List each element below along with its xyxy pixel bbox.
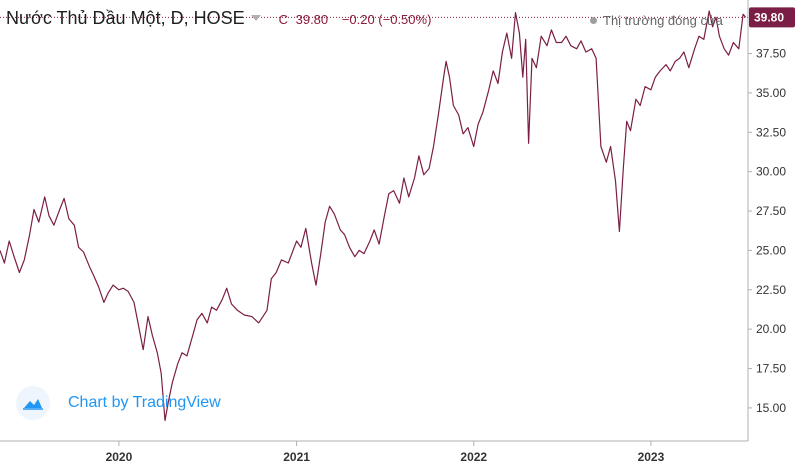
x-tick-label: 2022 bbox=[460, 450, 487, 464]
y-tick-label: 37.50 bbox=[756, 47, 786, 61]
chart-header: Nước Thủ Dầu Một, D, HOSE C 39.80 −0.20 … bbox=[6, 8, 431, 29]
chevron-down-icon[interactable] bbox=[250, 15, 261, 21]
price-series-line bbox=[0, 10, 747, 422]
plot-area bbox=[0, 10, 748, 422]
y-tick-label: 32.50 bbox=[756, 125, 786, 139]
x-tick-label: 2020 bbox=[106, 450, 133, 464]
y-tick-label: 30.00 bbox=[756, 165, 786, 179]
tradingview-branding-label[interactable]: Chart by TradingView bbox=[68, 394, 221, 411]
y-tick-label: 27.50 bbox=[756, 204, 786, 218]
y-tick-label: 17.50 bbox=[756, 362, 786, 376]
last-price-badge-bg bbox=[749, 7, 795, 28]
y-tick-label: 25.00 bbox=[756, 243, 786, 257]
last-price-label: 39.80 bbox=[754, 10, 784, 24]
y-tick-label: 15.00 bbox=[756, 401, 786, 415]
x-tick-label: 2021 bbox=[283, 450, 310, 464]
y-tick-label: 20.00 bbox=[756, 322, 786, 336]
tradingview-branding[interactable]: Chart by TradingView bbox=[16, 386, 221, 420]
price-axis[interactable]: 15.00 17.50 20.00 22.50 25.00 27.50 30.00 32.50… bbox=[748, 47, 786, 415]
quote-summary: C 39.80 −0.20 (−0.50%) bbox=[279, 12, 432, 27]
y-tick-label: 35.00 bbox=[756, 86, 786, 100]
status-dot-icon bbox=[590, 17, 597, 24]
last-price-badge: 39.80 bbox=[749, 7, 795, 28]
close-label: C bbox=[278, 12, 288, 27]
y-tick-label: 22.50 bbox=[756, 283, 786, 297]
symbol-title[interactable]: Nước Thủ Dầu Một, D, HOSE bbox=[6, 8, 245, 28]
tradingview-cloud-icon bbox=[16, 386, 50, 420]
market-status: Thị trường đóng cửa bbox=[590, 13, 723, 28]
close-value: 39.80 bbox=[295, 12, 329, 27]
time-axis[interactable]: 2020 2021 2022 2023 bbox=[106, 441, 665, 464]
x-tick-label: 2023 bbox=[638, 450, 665, 464]
price-change: −0.20 (−0.50%) bbox=[341, 12, 432, 27]
market-status-label: Thị trường đóng cửa bbox=[603, 13, 723, 28]
